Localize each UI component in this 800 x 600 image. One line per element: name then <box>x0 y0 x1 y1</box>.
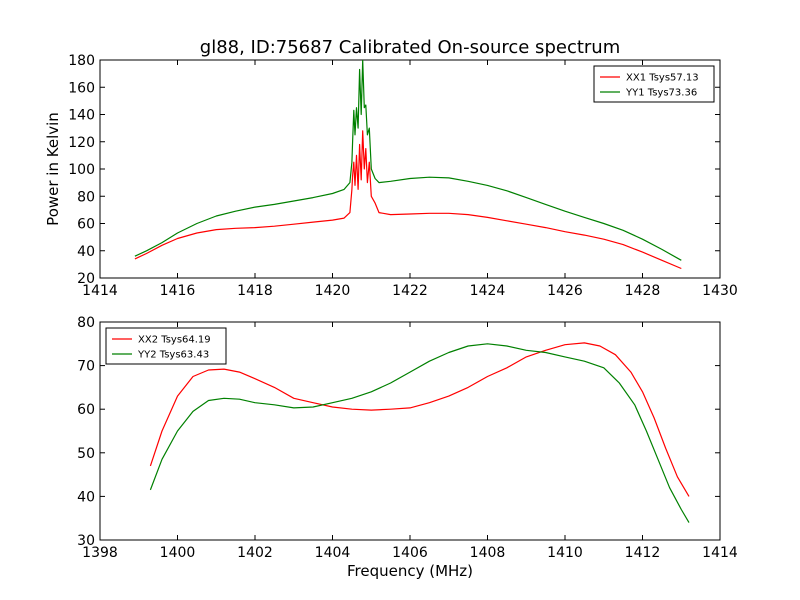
top-xtick-label: 1424 <box>470 283 506 299</box>
bottom-xtick-label: 1400 <box>160 545 196 561</box>
top-xtick-label: 1414 <box>82 283 118 299</box>
bottom-ytick-label: 60 <box>77 402 95 418</box>
top-series-line-2 <box>134 60 682 261</box>
bottom-spectrum-plot: 1398 1400 1402 1404 1406 1408 1410 1412 1414 30 40… <box>77 315 738 580</box>
top-ytick-label: 60 <box>77 217 95 233</box>
top-ytick-label: 40 <box>77 244 95 260</box>
top-xtick-label: 1426 <box>547 283 583 299</box>
top-ytick-label: 180 <box>68 53 95 69</box>
bottom-legend-label-2: YY2 Tsys63.43 <box>137 350 209 361</box>
top-xtick-label: 1418 <box>237 283 273 299</box>
bottom-ytick-label: 30 <box>77 533 95 549</box>
bottom-xtick-label: 1414 <box>702 545 738 561</box>
top-series-line-1 <box>134 130 682 270</box>
bottom-ytick-label: 70 <box>77 359 95 375</box>
bottom-xtick-label: 1410 <box>547 545 583 561</box>
bottom-ytick-label: 80 <box>77 315 95 331</box>
bottom-xtick-label: 1398 <box>82 545 118 561</box>
top-ytick-label: 100 <box>68 162 95 178</box>
top-ytick-label: 80 <box>77 189 95 205</box>
top-xtick-label: 1420 <box>315 283 351 299</box>
bottom-xtick-label: 1402 <box>237 545 273 561</box>
top-y-axis-label: Power in Kelvin <box>44 112 62 226</box>
bottom-ytick-label: 50 <box>77 446 95 462</box>
bottom-x-axis-label: Frequency (MHz) <box>347 562 473 580</box>
top-legend-box <box>593 65 715 103</box>
top-spectrum-plot: 1414 1416 1418 1420 1422 1424 1426 1428 1430 20 40… <box>44 53 738 299</box>
top-legend: XX1 Tsys57.13 YY1 Tsys73.36 <box>593 65 715 103</box>
bottom-xtick-label: 1408 <box>470 545 506 561</box>
top-legend-label-2: YY1 Tsys73.36 <box>625 88 697 99</box>
top-ytick-label: 120 <box>68 135 95 151</box>
bottom-series-line-2 <box>149 343 690 523</box>
top-legend-label-1: XX1 Tsys57.13 <box>626 73 699 84</box>
figure-title: gl88, ID:75687 Calibrated On-source spec… <box>200 37 620 58</box>
top-xtick-label: 1422 <box>392 283 428 299</box>
bottom-legend: XX2 Tsys64.19 YY2 Tsys63.43 <box>105 327 227 365</box>
bottom-series-line-1 <box>149 342 690 497</box>
bottom-legend-box <box>105 327 227 365</box>
bottom-ytick-label: 40 <box>77 489 95 505</box>
bottom-xtick-label: 1404 <box>315 545 351 561</box>
bottom-xtick-label: 1412 <box>625 545 661 561</box>
top-ytick-label: 160 <box>68 80 95 96</box>
top-xtick-label: 1430 <box>702 283 738 299</box>
top-ytick-label: 20 <box>77 271 95 287</box>
bottom-legend-label-1: XX2 Tsys64.19 <box>138 335 211 346</box>
top-ytick-label: 140 <box>68 108 95 124</box>
top-xtick-label: 1416 <box>160 283 196 299</box>
top-xtick-label: 1428 <box>625 283 661 299</box>
bottom-xtick-label: 1406 <box>392 545 428 561</box>
